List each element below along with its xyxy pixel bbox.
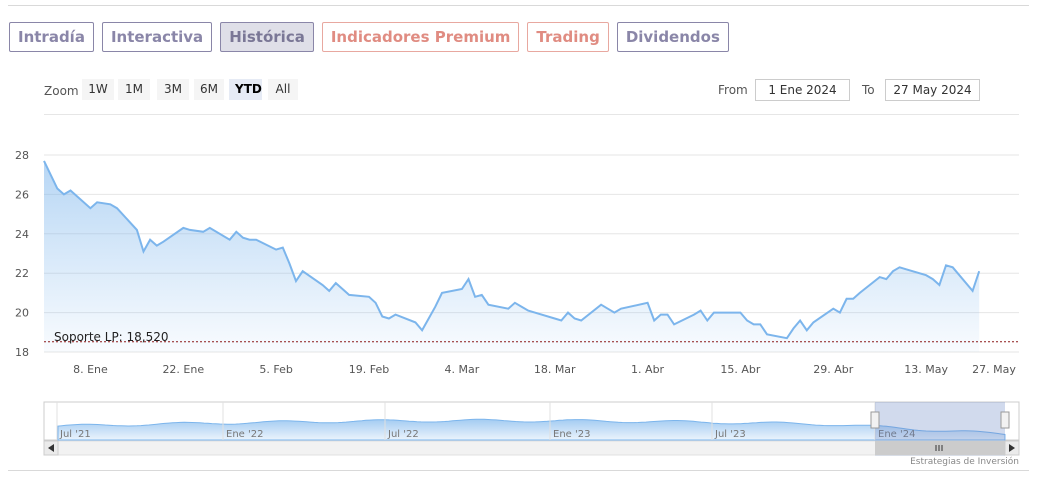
zoom-button-6m[interactable]: 6M [194,79,224,100]
x-tick-label: 29. Abr [813,363,853,376]
navigator-label: Ene '22 [226,429,263,440]
x-tick-label: 18. Mar [534,363,576,376]
chevron-right-icon [1009,444,1015,452]
navigator-series [57,418,1006,441]
y-tick-label: 18 [15,346,29,359]
zoom-button-1w[interactable]: 1W [82,79,114,100]
navigator-label: Jul '21 [59,429,91,440]
zoom-button-3m[interactable]: 3M [157,79,189,100]
x-tick-label: 4. Mar [444,363,479,376]
navigator-label: Ene '23 [553,429,590,440]
price-area [44,160,980,352]
tab-trading[interactable]: Trading [527,22,609,52]
range-selector: Zoom 1W 1M 3M 6M YTD All From 1 Ene 2024 To 2… [0,78,1037,104]
price-line [43,160,981,340]
tab-intrad-a[interactable]: Intradía [9,22,94,52]
tab-hist-rica[interactable]: Histórica [220,22,314,52]
bottom-divider [8,470,1029,471]
from-date-input[interactable]: 1 Ene 2024 [755,79,850,101]
y-tick-label: 22 [15,267,29,280]
navigator-label: Ene '24 [878,429,915,440]
zoom-label: Zoom [44,84,79,98]
navigator-scrollbar-thumb[interactable] [875,441,1005,455]
zoom-button-all[interactable]: All [268,79,298,100]
zoom-button-1m[interactable]: 1M [118,79,150,100]
top-divider [8,5,1029,6]
tab-dividendos[interactable]: Dividendos [616,22,729,52]
y-tick-label: 26 [15,188,29,201]
range-divider [44,114,1019,115]
credits[interactable]: Estrategias de Inversión [910,457,1019,467]
navigator[interactable]: Jul '21 Ene '22 Jul '22 Ene '23 Jul '23 Ene '… [43,401,1020,456]
to-label: To [862,83,875,97]
x-tick-label: 1. Abr [631,363,664,376]
zoom-button-ytd[interactable]: YTD [229,79,262,100]
x-tick-label: 19. Feb [349,363,389,376]
tab-interactiva[interactable]: Interactiva [101,22,213,52]
tab-indicadores-premium[interactable]: Indicadores Premium [321,22,520,52]
navigator-label: Jul '22 [387,429,419,440]
x-tick-label: 5. Feb [259,363,292,376]
x-tick-label: 27. May [972,363,1016,376]
x-tick-label: 8. Ene [73,363,108,376]
to-date-input[interactable]: 27 May 2024 [885,79,980,101]
support-line-label: Soporte LP: 18,520 [54,330,169,344]
navigator-right-handle[interactable] [1000,411,1010,429]
x-tick-label: 15. Abr [720,363,760,376]
y-tick-label: 20 [15,307,29,320]
chart-tabs: Intradía Interactiva Histórica Indicadores … [9,22,737,52]
from-label: From [718,83,748,97]
navigator-left-handle[interactable] [870,411,880,429]
x-tick-label: 13. May [904,363,948,376]
navigator-scrollbar-track[interactable] [43,440,1020,456]
x-tick-label: 22. Ene [162,363,204,376]
y-tick-label: 24 [15,228,29,241]
chevron-left-icon [48,444,54,452]
navigator-label: Jul '23 [714,429,746,440]
y-tick-label: 28 [15,149,29,162]
